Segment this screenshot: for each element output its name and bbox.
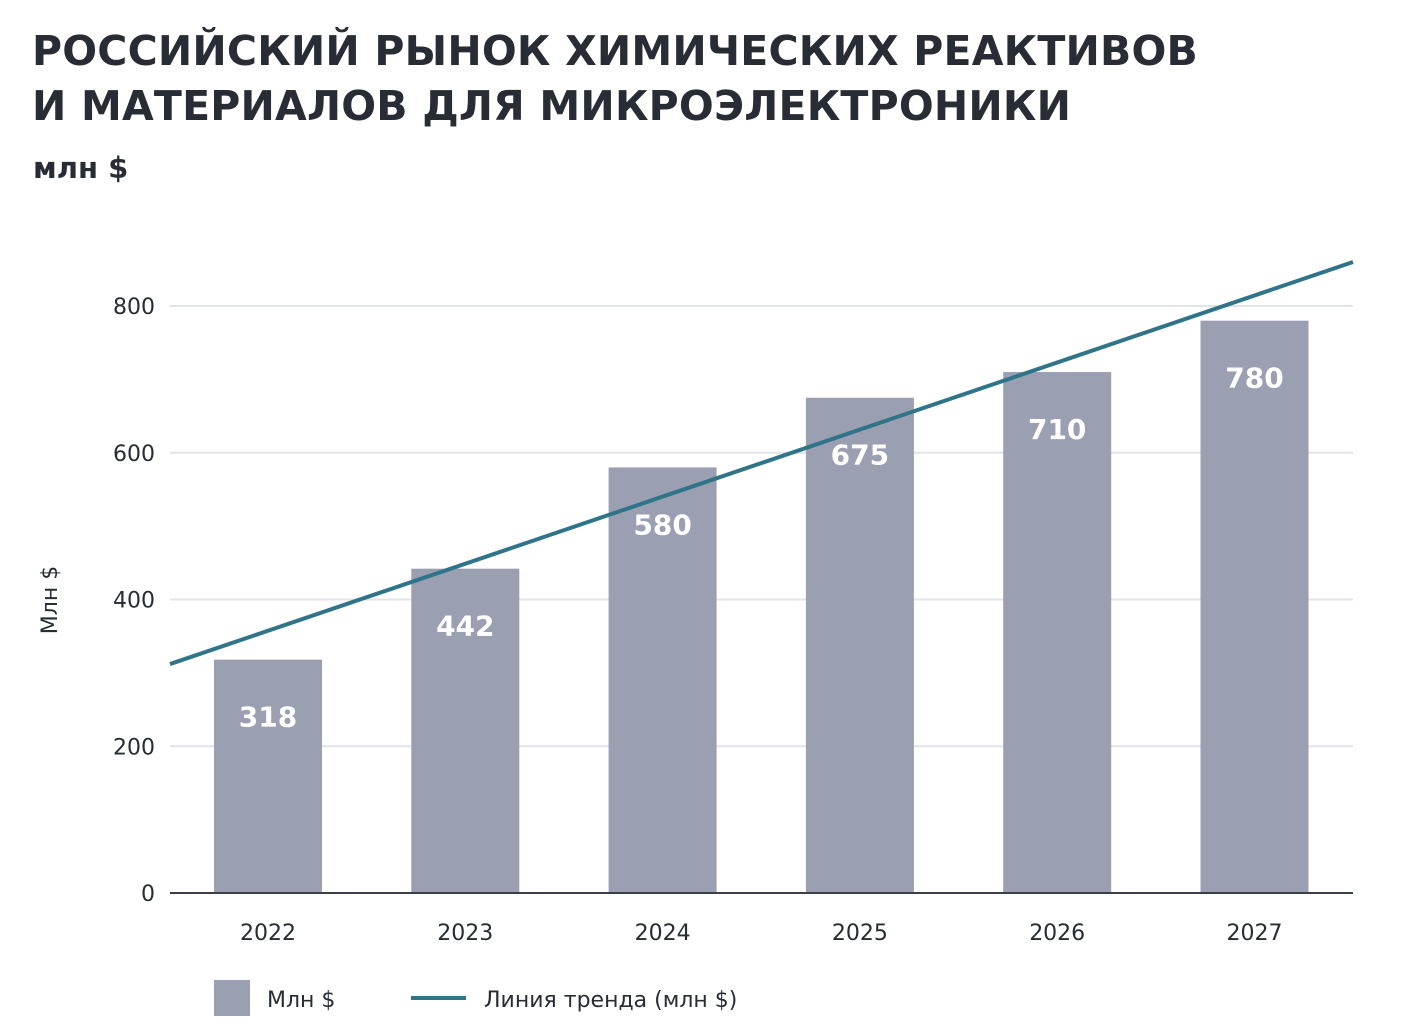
y-tick-label: 600 — [113, 442, 155, 467]
x-tick-label: 2024 — [635, 921, 691, 946]
bar-value-label: 318 — [239, 701, 297, 734]
labels: 0 200 400 600 800 318 442 580 675 710 780 2022 2023 2… — [38, 295, 1284, 946]
bars — [214, 320, 1309, 894]
legend-swatch-bars — [214, 980, 250, 1016]
gridlines — [170, 305, 1353, 748]
y-tick-label: 0 — [141, 882, 155, 907]
legend: Млн $ Линия тренда (млн $) — [214, 980, 737, 1016]
x-tick-label: 2022 — [240, 921, 296, 946]
chart-subtitle: млн $ — [33, 151, 129, 185]
bar-value-label: 442 — [436, 610, 494, 643]
y-tick-label: 800 — [113, 295, 155, 320]
legend-label-bars: Млн $ — [267, 988, 335, 1013]
chart-title-line-1: РОССИЙСКИЙ РЫНОК ХИМИЧЕСКИХ РЕАКТИВОВ — [32, 27, 1199, 75]
y-tick-label: 200 — [113, 735, 155, 760]
bar — [608, 467, 717, 893]
chart-title: РОССИЙСКИЙ РЫНОК ХИМИЧЕСКИХ РЕАКТИВОВ И … — [32, 24, 1198, 134]
y-tick-label: 400 — [113, 589, 155, 614]
bar-value-label: 580 — [633, 508, 691, 541]
y-axis-title: Млн $ — [38, 566, 63, 634]
x-tick-label: 2023 — [437, 921, 493, 946]
bar — [805, 397, 914, 893]
bar-value-label: 675 — [831, 439, 889, 472]
legend-label-trend: Линия тренда (млн $) — [484, 988, 737, 1013]
bar — [1200, 320, 1309, 893]
chart-title-line-2: И МАТЕРИАЛОВ ДЛЯ МИКРОЭЛЕКТРОНИКИ — [32, 82, 1072, 130]
bar — [411, 568, 520, 893]
bar-value-label: 710 — [1028, 413, 1086, 446]
bar-value-label: 780 — [1225, 362, 1283, 395]
bar — [1003, 372, 1112, 894]
x-tick-label: 2026 — [1029, 921, 1085, 946]
trend-line-group — [169, 260, 1354, 666]
bar — [214, 659, 322, 893]
x-tick-label: 2025 — [832, 921, 888, 946]
trend-line — [169, 260, 1354, 666]
x-tick-label: 2027 — [1227, 921, 1283, 946]
